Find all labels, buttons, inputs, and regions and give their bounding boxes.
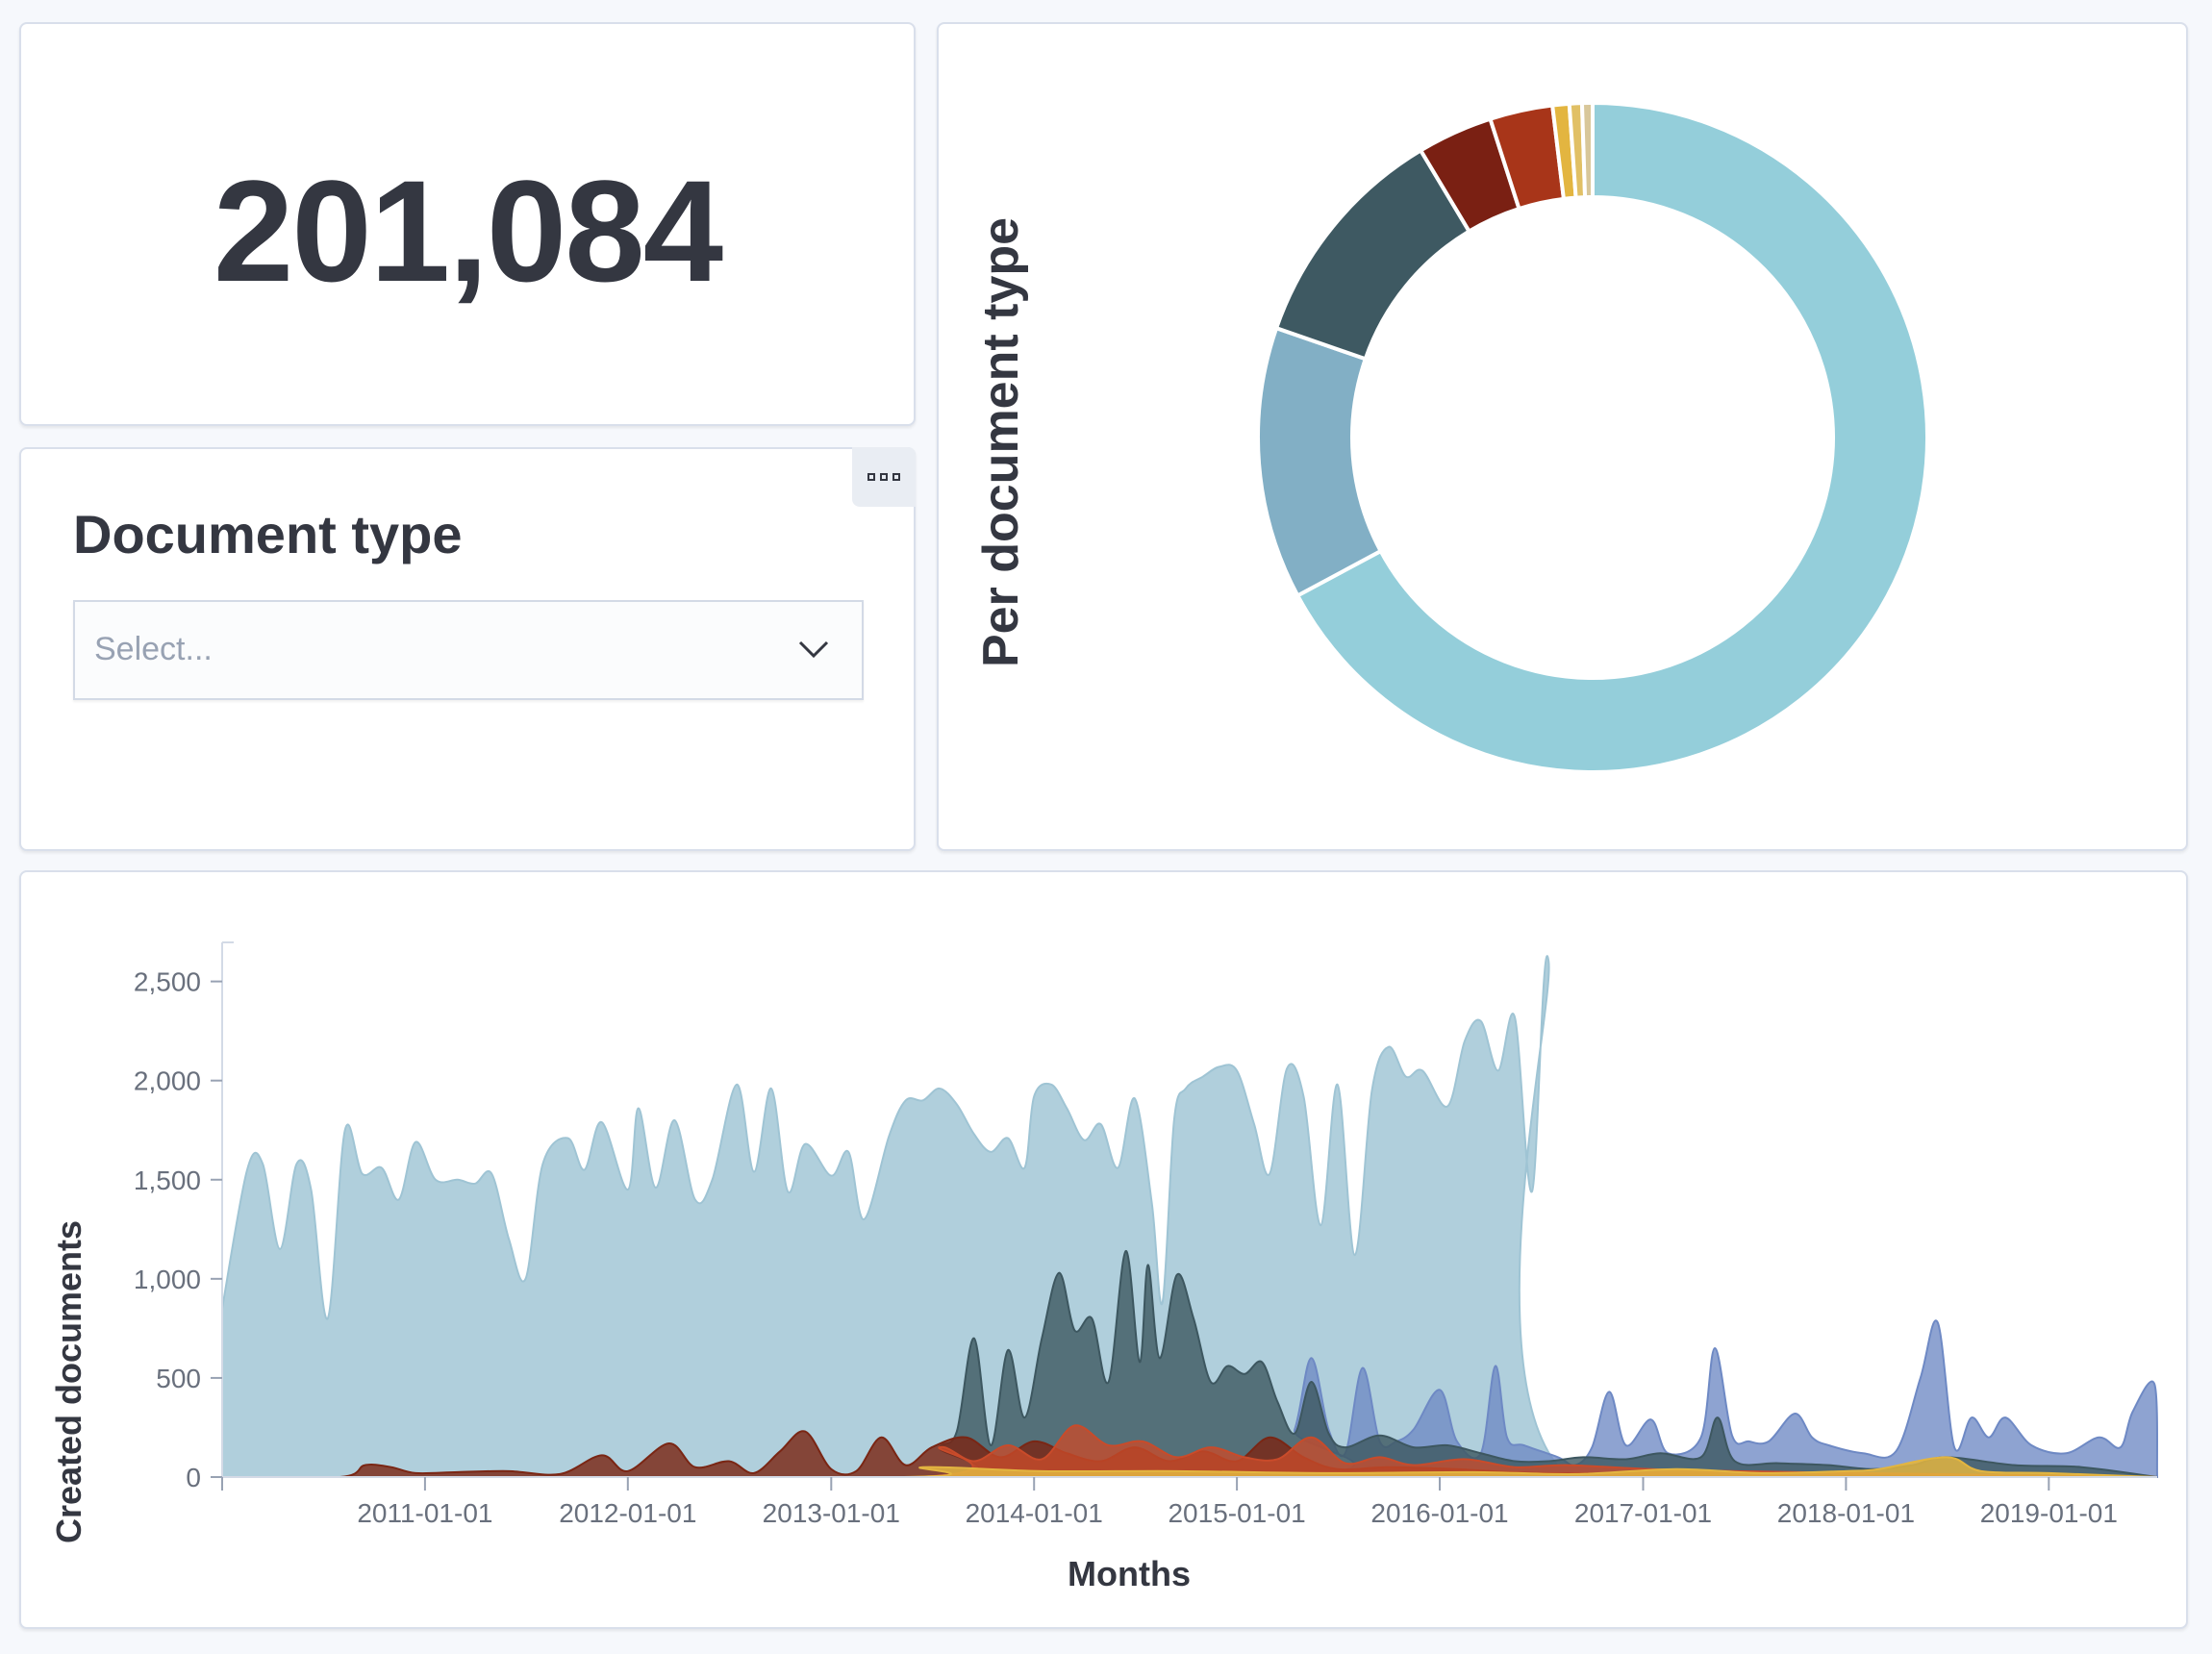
x-tick-label: 2014-01-01 xyxy=(966,1498,1103,1528)
y-tick-label: 1,000 xyxy=(134,1265,201,1294)
dot-icon xyxy=(892,473,900,481)
donut-slice-1[interactable] xyxy=(1256,325,1384,599)
y-axis-label: Created documents xyxy=(49,1220,88,1543)
area-series-0[interactable] xyxy=(221,955,2157,1479)
x-tick-label: 2018-01-01 xyxy=(1777,1498,1915,1528)
chevron-down-icon xyxy=(798,640,829,659)
x-tick-label: 2016-01-01 xyxy=(1370,1498,1508,1528)
document-type-control-panel: Document type Select... xyxy=(19,447,916,851)
x-axis-label: Months xyxy=(1068,1554,1191,1593)
panel-options-button[interactable] xyxy=(852,447,916,507)
dot-icon xyxy=(867,473,875,481)
metric-panel: 201,084 xyxy=(19,22,916,426)
area-series-5[interactable] xyxy=(222,1456,2158,1479)
donut-chart-title: Per document type xyxy=(973,217,1029,667)
donut-chart: Per document type xyxy=(973,100,1929,774)
y-tick-label: 2,500 xyxy=(134,967,201,997)
x-tick-label: 2019-01-01 xyxy=(1980,1498,2118,1528)
donut-slice-0[interactable] xyxy=(1295,100,1929,774)
y-tick-label: 500 xyxy=(156,1364,201,1393)
donut-slice-7[interactable] xyxy=(1579,100,1595,200)
y-tick-label: 2,000 xyxy=(134,1066,201,1096)
y-tick-label: 1,500 xyxy=(134,1165,201,1195)
donut-chart-panel: Per document type xyxy=(937,22,2188,851)
x-tick-label: 2015-01-01 xyxy=(1168,1498,1305,1528)
area-chart-panel: 0 500 1,000 1,500 2,000 2,500 2011-01-01 2012-… xyxy=(19,870,2188,1629)
dot-icon xyxy=(880,473,888,481)
area-series-2[interactable] xyxy=(222,1249,2158,1479)
area-chart: 0 500 1,000 1,500 2,000 2,500 2011-01-01 2012-… xyxy=(49,941,2159,1593)
x-tick-label: 2013-01-01 xyxy=(763,1498,900,1528)
x-tick-label: 2011-01-01 xyxy=(357,1498,492,1528)
document-type-select[interactable]: Select... xyxy=(73,600,864,700)
y-tick-label: 0 xyxy=(186,1463,201,1492)
control-title: Document type xyxy=(73,504,463,564)
x-tick-label: 2012-01-01 xyxy=(559,1498,696,1528)
metric-value: 201,084 xyxy=(213,150,723,312)
x-tick-label: 2017-01-01 xyxy=(1574,1498,1712,1528)
select-placeholder: Select... xyxy=(94,631,213,667)
